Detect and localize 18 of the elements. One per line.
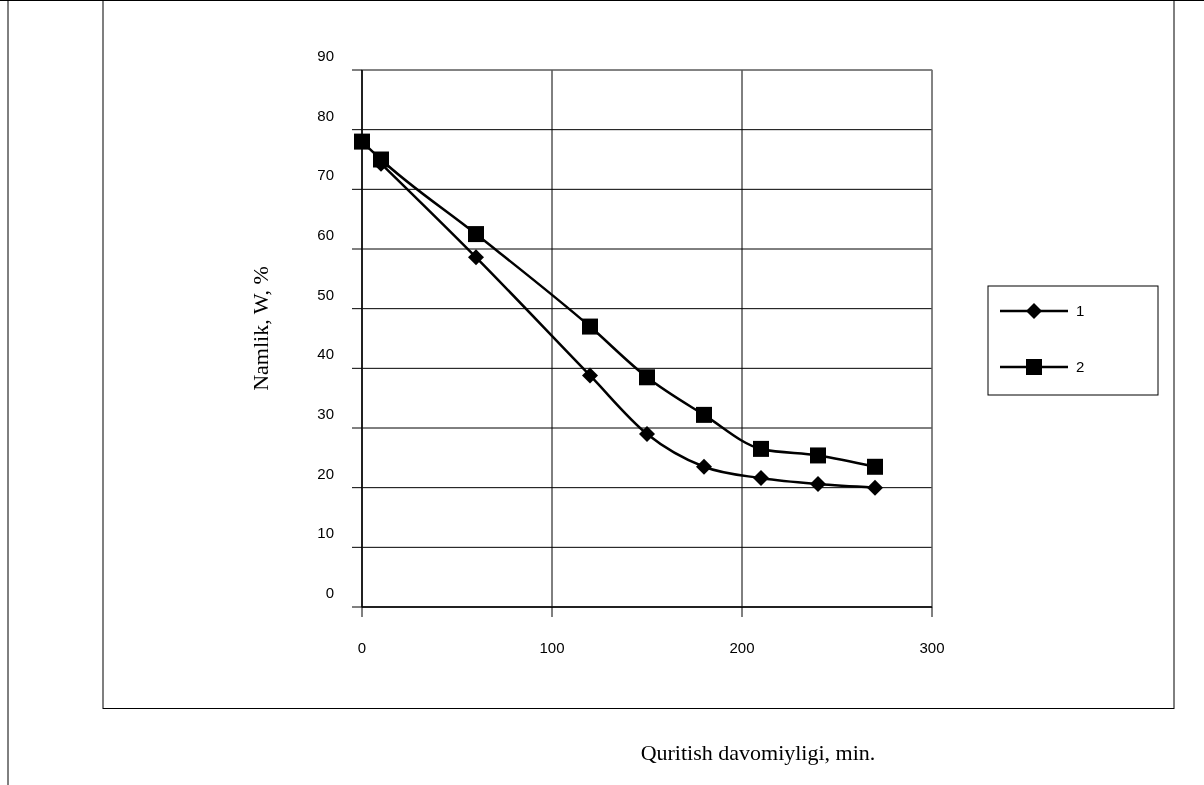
legend-label: 1: [1076, 302, 1085, 319]
x-tick-label: 200: [729, 639, 755, 656]
y-tick-label: 10: [317, 524, 334, 542]
x-tick-label: 300: [919, 639, 945, 656]
y-tick-label: 70: [317, 166, 334, 184]
y-tick-label: 40: [317, 345, 334, 363]
legend-label: 2: [1076, 358, 1085, 375]
x-tick-label: 0: [357, 639, 367, 656]
y-tick-label: 20: [317, 464, 334, 482]
y-tick-label: 0: [325, 584, 334, 601]
y-tick-label: 80: [317, 106, 334, 124]
y-tick-label: 60: [317, 226, 334, 243]
y-axis-title: Namlik, W, %: [248, 266, 273, 391]
y-tick-label: 30: [317, 405, 334, 422]
y-tick-label: 50: [317, 285, 334, 303]
x-axis-title: Quritish davomiyligi, min.: [640, 740, 876, 765]
y-tick-label: 90: [317, 47, 334, 64]
x-tick-label: 100: [539, 639, 565, 656]
